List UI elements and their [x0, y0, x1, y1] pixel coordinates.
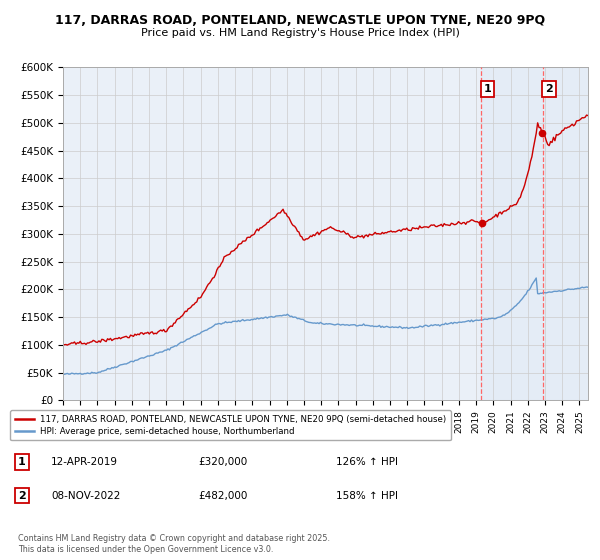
Text: 158% ↑ HPI: 158% ↑ HPI [336, 491, 398, 501]
Text: 12-APR-2019: 12-APR-2019 [51, 457, 118, 467]
Text: 126% ↑ HPI: 126% ↑ HPI [336, 457, 398, 467]
Text: 08-NOV-2022: 08-NOV-2022 [51, 491, 121, 501]
Legend: 117, DARRAS ROAD, PONTELAND, NEWCASTLE UPON TYNE, NE20 9PQ (semi-detached house): 117, DARRAS ROAD, PONTELAND, NEWCASTLE U… [10, 410, 451, 440]
Text: £482,000: £482,000 [198, 491, 247, 501]
Text: 2: 2 [18, 491, 26, 501]
Text: 1: 1 [18, 457, 26, 467]
Text: £320,000: £320,000 [198, 457, 247, 467]
Text: 117, DARRAS ROAD, PONTELAND, NEWCASTLE UPON TYNE, NE20 9PQ: 117, DARRAS ROAD, PONTELAND, NEWCASTLE U… [55, 14, 545, 27]
Text: 2: 2 [545, 84, 553, 94]
Text: 1: 1 [484, 84, 491, 94]
Text: Price paid vs. HM Land Registry's House Price Index (HPI): Price paid vs. HM Land Registry's House … [140, 28, 460, 38]
Bar [481, 67, 600, 400]
Text: Contains HM Land Registry data © Crown copyright and database right 2025.
This d: Contains HM Land Registry data © Crown c… [18, 534, 330, 554]
